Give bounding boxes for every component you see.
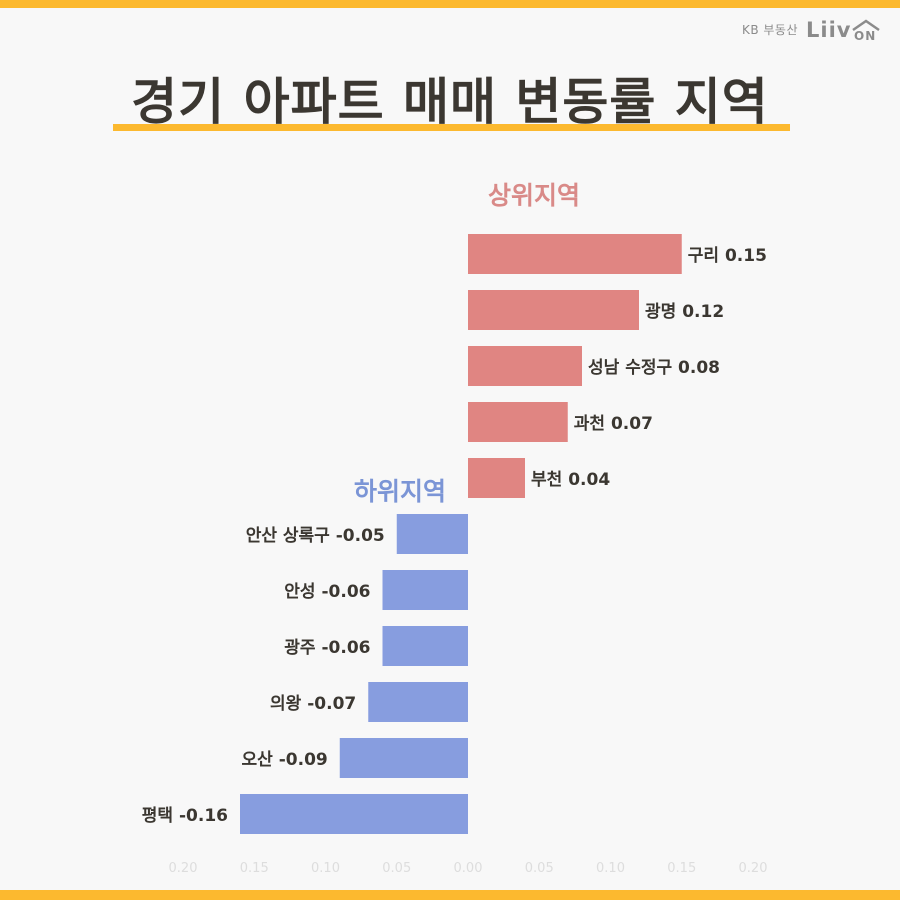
bottom-border: [0, 890, 900, 900]
title-underline: [113, 124, 790, 131]
page-title: 경기 아파트 매매 변동률 지역: [131, 73, 769, 131]
x-tick-6: 0.05: [525, 861, 554, 876]
bar-label-7: 안성 -0.06: [284, 582, 370, 602]
x-tick-1: 0.20: [169, 861, 198, 876]
top-group-label: 상위지역: [488, 181, 581, 210]
logo-mark: Liiv ON: [806, 18, 880, 42]
bar-6: [396, 514, 468, 554]
x-tick-4: 0.05: [382, 861, 411, 876]
bar-9: [368, 682, 468, 722]
brand: KB 부동산 Liiv ON: [742, 16, 884, 42]
bar-7: [382, 570, 468, 610]
bar-label-2: 광명 0.12: [645, 302, 724, 322]
x-tick-5: 0.00: [454, 861, 483, 876]
bar-label-4: 과천 0.07: [574, 414, 653, 434]
bar-2: [468, 290, 639, 330]
brand-subtitle: KB 부동산: [741, 22, 798, 37]
bar-label-3: 성남 수정구 0.08: [588, 358, 720, 378]
x-tick-2: 0.15: [240, 861, 269, 876]
x-tick-8: 0.15: [667, 861, 696, 876]
svg-text:ON: ON: [854, 29, 876, 42]
bar-8: [382, 626, 468, 666]
svg-text:Liiv: Liiv: [806, 18, 851, 42]
liiv-on-logo: Liiv ON: [806, 16, 884, 42]
x-tick-3: 0.10: [311, 861, 340, 876]
bar-11: [240, 794, 468, 834]
top-border: [0, 0, 900, 8]
bar-label-11: 평택 -0.16: [142, 806, 228, 826]
bar-label-9: 의왕 -0.07: [270, 694, 356, 714]
bar-5: [468, 458, 525, 498]
bar-label-8: 광주 -0.06: [284, 638, 370, 658]
bar-3: [468, 346, 582, 386]
bar-10: [339, 738, 468, 778]
x-tick-9: 0.20: [739, 861, 768, 876]
bar-1: [468, 234, 682, 274]
bar-label-10: 오산 -0.09: [242, 750, 328, 770]
bar-label-5: 부천 0.04: [531, 470, 610, 490]
bar-label-1: 구리 0.15: [688, 246, 767, 266]
bottom-group-label: 하위지역: [354, 477, 447, 506]
x-tick-7: 0.10: [596, 861, 625, 876]
bar-4: [468, 402, 568, 442]
title-block: 경기 아파트 매매 변동률 지역: [0, 62, 900, 134]
bar-label-6: 안산 상록구 -0.05: [246, 526, 385, 546]
